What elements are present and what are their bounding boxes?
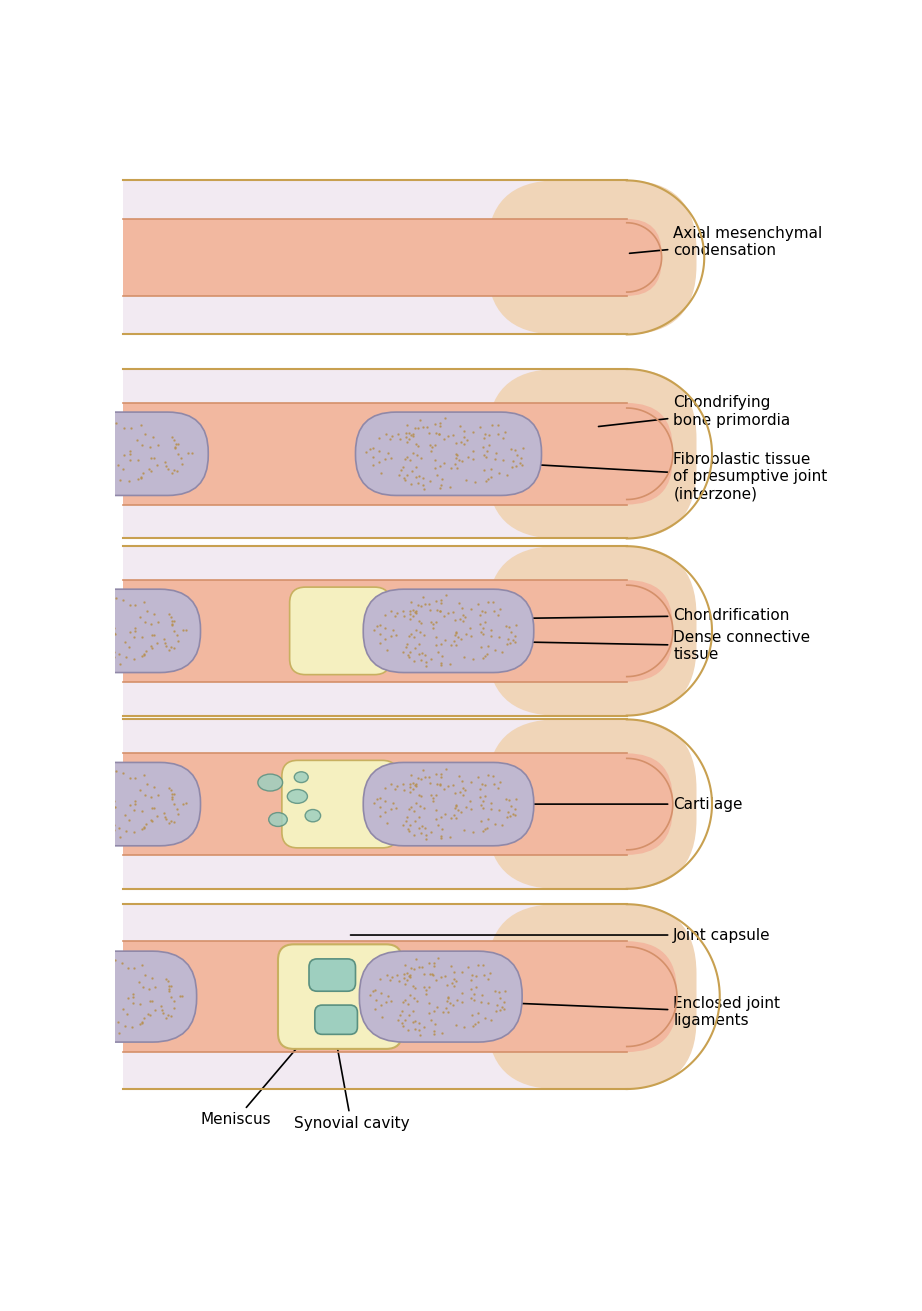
FancyBboxPatch shape xyxy=(557,219,662,296)
Ellipse shape xyxy=(258,773,283,791)
FancyBboxPatch shape xyxy=(526,941,677,1051)
Text: Chondrification: Chondrification xyxy=(451,608,789,623)
Text: Enclosed joint
ligaments: Enclosed joint ligaments xyxy=(451,996,780,1028)
FancyBboxPatch shape xyxy=(363,589,534,673)
Text: Fibroblastic tissue
of presumptive joint
(interzone): Fibroblastic tissue of presumptive joint… xyxy=(412,452,828,502)
FancyBboxPatch shape xyxy=(487,720,696,889)
FancyBboxPatch shape xyxy=(309,958,356,991)
Bar xyxy=(123,579,627,682)
Ellipse shape xyxy=(288,789,307,804)
Bar xyxy=(123,181,627,334)
Text: Joint capsule: Joint capsule xyxy=(350,927,771,943)
FancyBboxPatch shape xyxy=(487,370,696,539)
FancyBboxPatch shape xyxy=(0,763,200,846)
FancyBboxPatch shape xyxy=(356,412,541,496)
FancyBboxPatch shape xyxy=(282,760,398,848)
FancyBboxPatch shape xyxy=(487,905,696,1089)
Ellipse shape xyxy=(294,772,308,783)
Bar xyxy=(123,720,627,889)
Text: Synovial cavity: Synovial cavity xyxy=(293,1023,409,1131)
Bar xyxy=(123,547,627,716)
FancyBboxPatch shape xyxy=(278,944,402,1049)
Bar xyxy=(123,219,627,296)
FancyBboxPatch shape xyxy=(487,181,696,334)
FancyBboxPatch shape xyxy=(487,547,696,716)
FancyBboxPatch shape xyxy=(314,1006,358,1034)
FancyBboxPatch shape xyxy=(360,952,522,1042)
Bar xyxy=(123,941,627,1051)
FancyBboxPatch shape xyxy=(535,754,673,855)
Ellipse shape xyxy=(268,813,288,826)
Text: Meniscus: Meniscus xyxy=(200,1045,300,1127)
Text: Axial mesenchymal
condensation: Axial mesenchymal condensation xyxy=(630,225,822,258)
FancyBboxPatch shape xyxy=(535,579,673,682)
Bar xyxy=(123,370,627,539)
Ellipse shape xyxy=(305,809,321,822)
Bar xyxy=(123,402,627,505)
Text: Chondrifying
bone primordia: Chondrifying bone primordia xyxy=(598,395,790,427)
FancyBboxPatch shape xyxy=(0,412,208,496)
FancyBboxPatch shape xyxy=(535,402,673,505)
Text: Cartilage: Cartilage xyxy=(451,797,743,812)
FancyBboxPatch shape xyxy=(0,589,200,673)
FancyBboxPatch shape xyxy=(0,952,196,1042)
Bar xyxy=(123,905,627,1089)
FancyBboxPatch shape xyxy=(363,763,534,846)
FancyBboxPatch shape xyxy=(290,587,390,675)
Text: Dense connective
tissue: Dense connective tissue xyxy=(350,631,810,662)
Bar xyxy=(123,754,627,855)
